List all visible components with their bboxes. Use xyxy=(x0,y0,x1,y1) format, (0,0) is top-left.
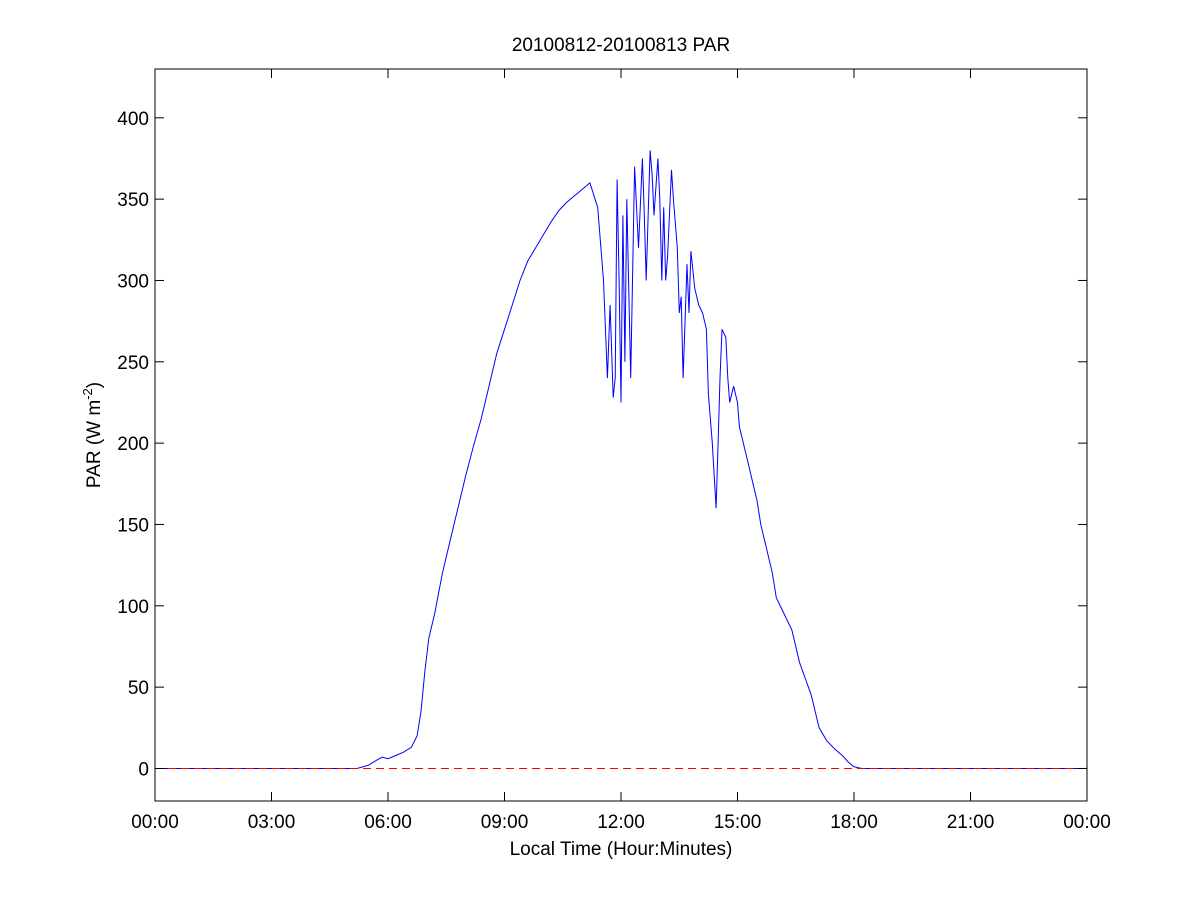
y-tick-label: 100 xyxy=(117,597,149,618)
y-tick-label: 400 xyxy=(117,109,149,130)
x-tick-label: 00:00 xyxy=(1063,812,1111,833)
y-tick-label: 200 xyxy=(117,434,149,455)
y-tick-label: 0 xyxy=(138,759,149,780)
x-tick-label: 18:00 xyxy=(830,812,878,833)
y-axis-label: PAR (W m-2) xyxy=(80,382,105,488)
ticks-layer: 00:00 03:00 06:00 09:00 12:00 15:00 18:00 21:00… xyxy=(117,69,1111,833)
y-tick-label: 150 xyxy=(117,515,149,536)
y-tick-label: 50 xyxy=(128,678,149,699)
y-axis-label-sup: -2 xyxy=(80,388,95,400)
x-axis-label: Local Time (Hour:Minutes) xyxy=(510,839,733,860)
x-tick-label: 21:00 xyxy=(947,812,995,833)
x-tick-label: 12:00 xyxy=(597,812,645,833)
y-tick-label: 350 xyxy=(117,190,149,211)
plot-area xyxy=(154,68,1088,802)
x-tick-label: 00:00 xyxy=(131,812,179,833)
y-tick-label: 300 xyxy=(117,271,149,292)
x-tick-label: 06:00 xyxy=(364,812,412,833)
x-tick-label: 03:00 xyxy=(248,812,296,833)
x-tick-label: 09:00 xyxy=(481,812,529,833)
chart-title: 20100812-20100813 PAR xyxy=(512,35,730,56)
y-tick-label: 250 xyxy=(117,353,149,374)
series-layer xyxy=(155,150,1087,769)
y-axis-label-close: ) xyxy=(84,382,105,388)
x-tick-label: 15:00 xyxy=(714,812,762,833)
par-series-line xyxy=(155,150,1087,769)
y-axis-label-main: PAR (W m xyxy=(84,400,105,488)
